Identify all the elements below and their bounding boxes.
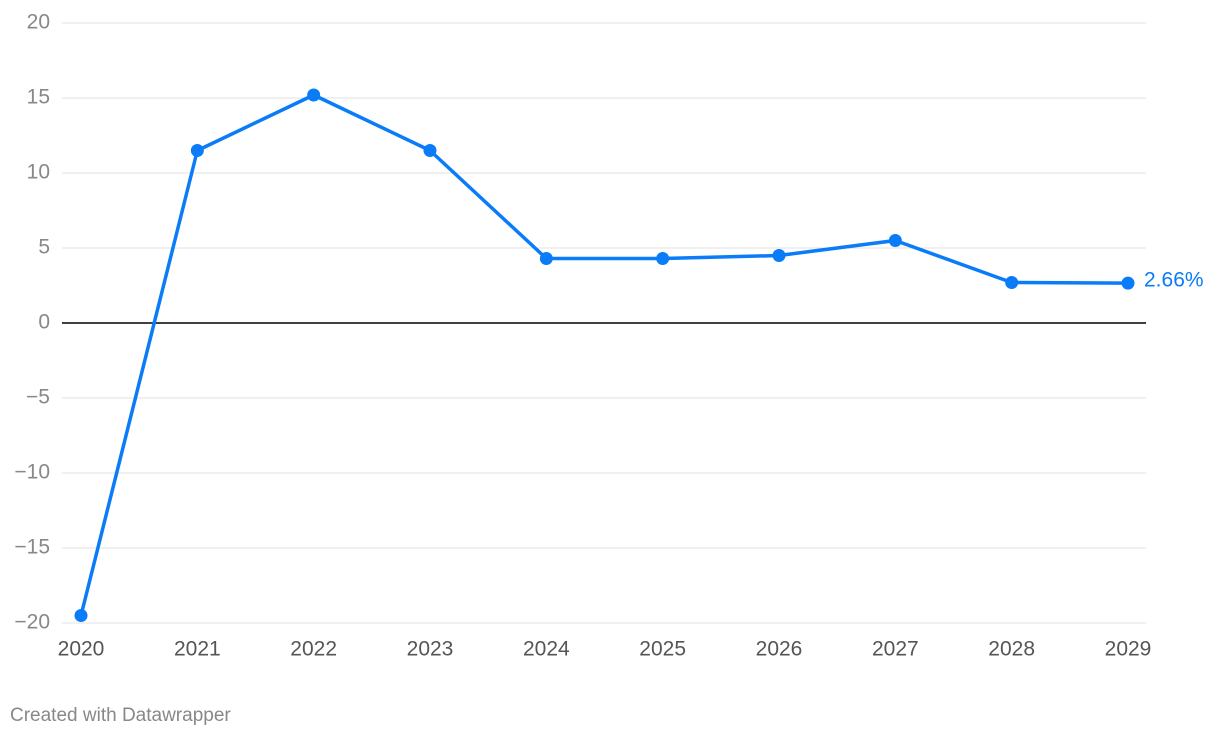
x-tick-label: 2029: [1105, 638, 1152, 661]
point: [1005, 276, 1019, 289]
x-tick-label: 2022: [290, 638, 337, 661]
point: [772, 249, 786, 262]
x-tick-label: 2023: [407, 638, 454, 661]
y-tick-label: −20: [14, 611, 50, 634]
x-tick-label: 2028: [988, 638, 1035, 661]
point: [656, 252, 670, 265]
x-tick-label: 2021: [174, 638, 221, 661]
point: [1121, 276, 1135, 290]
y-tick-label: −15: [14, 536, 50, 559]
x-tick-label: 2025: [639, 638, 686, 661]
line: [79, 93, 1129, 616]
y-tick-label: −5: [26, 386, 50, 409]
point: [539, 252, 553, 265]
y-tick-label: 20: [27, 11, 50, 34]
point: [307, 88, 321, 102]
x-tick-label: 2020: [58, 638, 105, 661]
y-tick-label: 10: [27, 161, 50, 184]
x-tick-label: 2024: [523, 638, 570, 661]
y-tick-label: 15: [27, 86, 50, 109]
value-label: 2.66%: [1144, 269, 1204, 292]
x-tick-label: 2026: [756, 638, 803, 661]
y-tick-label: 5: [38, 236, 50, 259]
point: [423, 144, 437, 157]
point: [888, 234, 902, 247]
point: [74, 609, 88, 622]
x-tick-label: 2027: [872, 638, 919, 661]
point: [190, 144, 204, 157]
y-tick-label: 0: [38, 311, 50, 334]
credit: Created with Datawrapper: [10, 705, 231, 726]
y-tick-label: −10: [14, 461, 50, 484]
